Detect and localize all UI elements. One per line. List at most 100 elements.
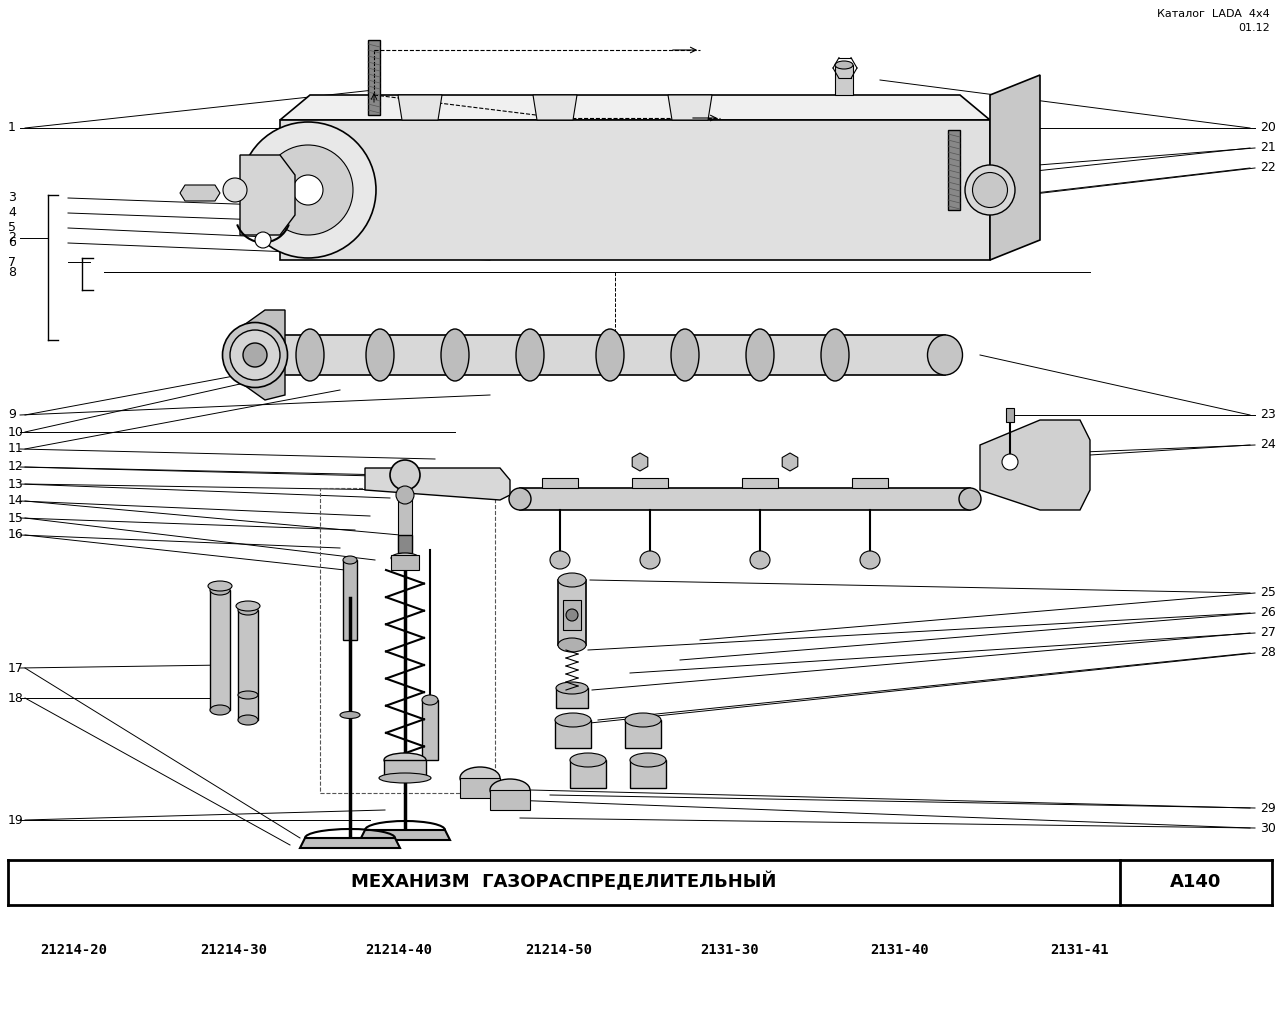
Text: 14: 14: [8, 494, 24, 507]
Bar: [570, 760, 605, 788]
Polygon shape: [365, 468, 509, 500]
Text: Каталог  LADA  4x4: Каталог LADA 4x4: [1157, 9, 1270, 19]
Text: 24: 24: [1260, 438, 1276, 451]
Ellipse shape: [558, 638, 586, 652]
Bar: [398, 495, 412, 550]
Polygon shape: [989, 75, 1039, 260]
Text: 21214-50: 21214-50: [525, 943, 591, 957]
Ellipse shape: [671, 329, 699, 381]
Bar: [238, 610, 259, 720]
Ellipse shape: [750, 551, 771, 569]
Circle shape: [243, 343, 268, 367]
Polygon shape: [398, 95, 442, 120]
Ellipse shape: [296, 329, 324, 381]
Circle shape: [390, 460, 420, 490]
Circle shape: [241, 121, 376, 258]
Text: 17: 17: [8, 662, 24, 675]
Text: 30: 30: [1260, 822, 1276, 834]
Ellipse shape: [238, 691, 259, 699]
Ellipse shape: [596, 329, 625, 381]
Polygon shape: [280, 95, 989, 120]
Text: 4: 4: [8, 206, 15, 220]
Bar: [390, 555, 419, 570]
Ellipse shape: [379, 773, 431, 783]
Circle shape: [223, 178, 247, 202]
Bar: [835, 65, 852, 95]
Polygon shape: [300, 838, 399, 848]
Circle shape: [293, 175, 323, 205]
Ellipse shape: [422, 695, 438, 704]
Ellipse shape: [835, 61, 852, 69]
Circle shape: [682, 99, 698, 115]
Text: А140: А140: [1170, 873, 1221, 891]
Bar: [1006, 408, 1014, 422]
Text: 3: 3: [8, 192, 15, 204]
Bar: [556, 720, 591, 748]
Bar: [490, 790, 530, 810]
Polygon shape: [360, 830, 451, 840]
Polygon shape: [980, 420, 1091, 510]
Ellipse shape: [384, 753, 426, 767]
Ellipse shape: [550, 551, 570, 569]
Ellipse shape: [343, 556, 357, 564]
Ellipse shape: [340, 712, 360, 719]
Text: 21214-40: 21214-40: [365, 943, 433, 957]
Text: 20: 20: [1260, 121, 1276, 135]
Circle shape: [822, 104, 828, 110]
Ellipse shape: [558, 573, 586, 587]
Polygon shape: [742, 478, 778, 488]
Text: 2131-30: 2131-30: [700, 943, 759, 957]
Text: 8: 8: [8, 265, 15, 279]
Polygon shape: [852, 478, 888, 488]
Ellipse shape: [570, 753, 605, 767]
Polygon shape: [632, 453, 648, 471]
Bar: [210, 590, 230, 710]
Text: 16: 16: [8, 529, 24, 541]
Polygon shape: [230, 310, 285, 400]
Text: 26: 26: [1260, 606, 1276, 620]
Bar: [520, 488, 970, 510]
Bar: [558, 580, 586, 645]
Bar: [384, 760, 426, 775]
Bar: [630, 760, 666, 788]
Ellipse shape: [238, 605, 259, 615]
Text: 1: 1: [8, 121, 15, 135]
Ellipse shape: [556, 713, 591, 727]
Ellipse shape: [860, 551, 881, 569]
Circle shape: [262, 145, 353, 235]
Ellipse shape: [236, 601, 260, 611]
Ellipse shape: [207, 581, 232, 591]
Circle shape: [566, 609, 579, 621]
Polygon shape: [782, 453, 797, 471]
Ellipse shape: [625, 713, 660, 727]
Bar: [320, 488, 495, 793]
Polygon shape: [180, 185, 220, 201]
Polygon shape: [255, 335, 945, 375]
Text: 10: 10: [8, 426, 24, 438]
Text: 27: 27: [1260, 627, 1276, 639]
Polygon shape: [668, 95, 712, 120]
Ellipse shape: [516, 329, 544, 381]
Ellipse shape: [210, 704, 230, 715]
Text: МЕХАНИЗМ  ГАЗОРАСПРЕДЕЛИТЕЛЬНЫЙ: МЕХАНИЗМ ГАЗОРАСПРЕДЕЛИТЕЛЬНЫЙ: [351, 872, 777, 891]
Text: 15: 15: [8, 512, 24, 525]
Text: 01.12: 01.12: [1238, 23, 1270, 33]
Bar: [460, 778, 500, 798]
Text: 5: 5: [8, 222, 15, 235]
Bar: [948, 130, 960, 210]
Ellipse shape: [820, 329, 849, 381]
Text: 22: 22: [1260, 161, 1276, 175]
Ellipse shape: [210, 585, 230, 595]
Circle shape: [396, 486, 413, 504]
Text: 29: 29: [1260, 801, 1276, 815]
Ellipse shape: [238, 715, 259, 725]
Polygon shape: [541, 478, 579, 488]
Circle shape: [687, 104, 692, 110]
Bar: [625, 720, 660, 748]
Text: 13: 13: [8, 478, 24, 490]
Ellipse shape: [442, 329, 468, 381]
Text: 9: 9: [8, 408, 15, 422]
Bar: [398, 535, 412, 553]
Ellipse shape: [509, 488, 531, 510]
Bar: [563, 600, 581, 630]
